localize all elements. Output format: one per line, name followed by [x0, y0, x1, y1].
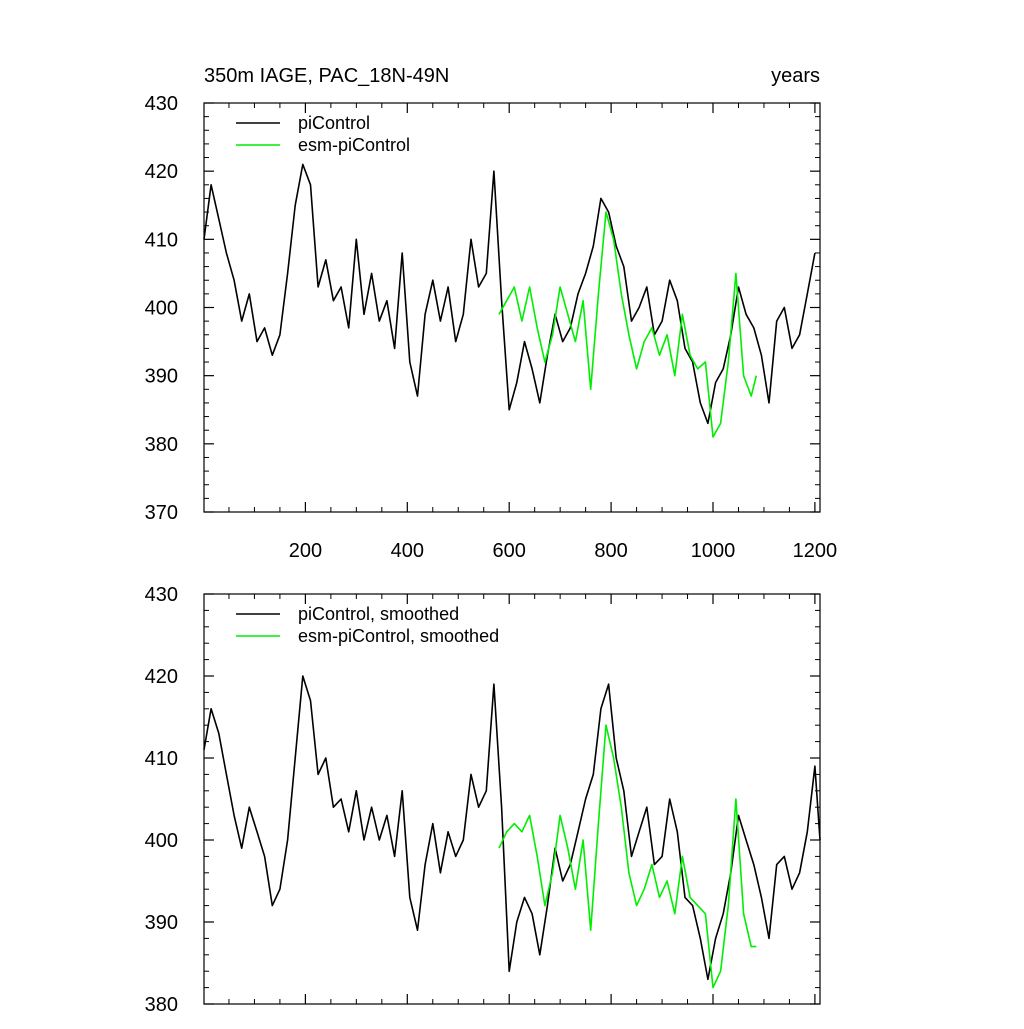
x-tick-label: 800 [594, 540, 627, 562]
y-tick-label: 380 [145, 434, 178, 456]
y-tick-label: 370 [145, 502, 178, 524]
x-tick-label: 1200 [793, 540, 838, 562]
series-line-picontrol [203, 163, 816, 425]
bottom-panel: 380 390 400 410 420 430 piControl, smoothedesm… [145, 584, 821, 1016]
legend-label: piControl [298, 113, 370, 133]
top-panel: 370 380 390 400 410 420 430 200 400 600 800 1000 120… [145, 93, 838, 562]
x-tick-label: 1000 [691, 540, 736, 562]
y-tick-label: 390 [145, 912, 178, 934]
y-tick-label: 390 [145, 366, 178, 388]
y-tick-label: 420 [145, 161, 178, 183]
x-tick-label: 600 [493, 540, 526, 562]
legend-label: esm-piControl [298, 135, 410, 155]
y-tick-label: 400 [145, 830, 178, 852]
y-tick-label: 430 [145, 93, 178, 115]
series-line-esm-picontrol-smoothed [498, 724, 757, 989]
y-tick-label: 430 [145, 584, 178, 606]
y-tick-label: 420 [145, 666, 178, 688]
y-tick-label: 380 [145, 994, 178, 1016]
x-tick-label: 200 [289, 540, 322, 562]
y-tick-label: 410 [145, 748, 178, 770]
y-tick-label: 400 [145, 298, 178, 320]
chart-units-label: years [771, 65, 820, 87]
series-line-picontrol-smoothed [203, 675, 821, 981]
plot-frame [203, 102, 821, 513]
series-line-esm-picontrol [498, 211, 758, 438]
legend-label: piControl, smoothed [298, 604, 459, 624]
chart-title: 350m IAGE, PAC_18N-49N [204, 65, 449, 87]
y-tick-label: 410 [145, 229, 178, 251]
plot-frame [203, 593, 821, 1005]
x-tick-label: 400 [391, 540, 424, 562]
legend-label: esm-piControl, smoothed [298, 626, 499, 646]
